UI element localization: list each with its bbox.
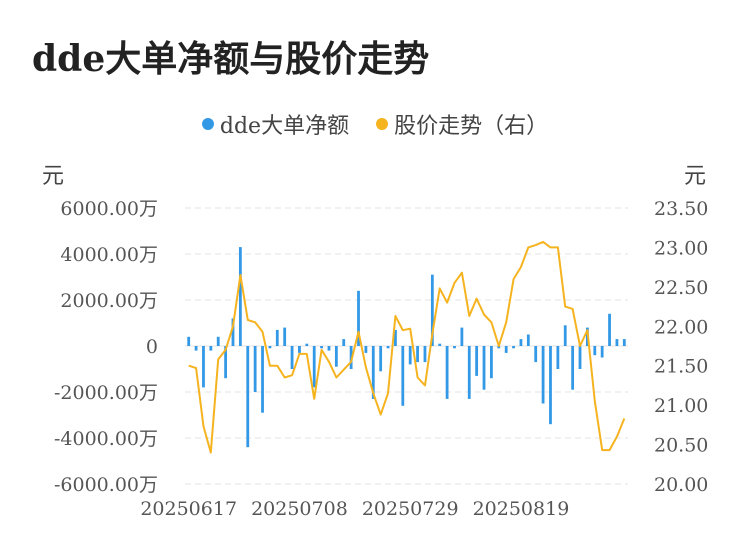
dde-bar — [187, 336, 191, 346]
x-axis: 20250617 20250708 20250729 20250819 — [140, 498, 569, 520]
left-tick-label: -2000.00万 — [54, 382, 158, 404]
dde-bar — [231, 318, 235, 346]
dde-bar — [320, 346, 323, 349]
dde-bar — [541, 346, 545, 404]
dde-bar — [526, 334, 530, 346]
legend-label-dde: dde大单净额 — [219, 114, 350, 139]
left-tick-label: -4000.00万 — [54, 428, 158, 450]
legend-item-dde[interactable]: dde大单净额 — [201, 108, 350, 140]
dde-bar — [349, 346, 353, 369]
dde-bar — [519, 339, 523, 346]
legend-marker-dde — [201, 118, 214, 130]
left-axis: 6000.00万 4000.00万 2000.00万 0 -2000.00万 -4000.… — [54, 198, 158, 496]
left-tick-label: 4000.00万 — [60, 244, 158, 266]
dde-bar — [490, 346, 493, 379]
legend-label-price: 股价走势（右） — [394, 114, 549, 139]
dde-bar — [238, 247, 242, 346]
dde-bar — [534, 346, 538, 363]
price-line-group — [188, 240, 626, 454]
legend-marker-price — [376, 118, 389, 130]
chart-title: dde大单净额与股价走势 — [32, 38, 430, 80]
x-tick-label: 20250729 — [362, 498, 459, 520]
dde-bar — [268, 346, 272, 349]
price-line — [188, 240, 626, 454]
dde-bar — [445, 346, 449, 399]
dde-bar — [430, 274, 434, 346]
dde-bar — [364, 346, 368, 353]
dde-bar — [438, 343, 442, 346]
dde-bar — [482, 346, 486, 390]
right-tick-label: 22.50 — [654, 277, 708, 299]
dde-bar — [216, 336, 220, 346]
right-axis: 23.50 23.00 22.50 22.00 21.50 21.00 20.50 20.00 — [654, 198, 708, 496]
left-tick-label: 6000.00万 — [60, 198, 158, 220]
dde-bar — [371, 346, 375, 399]
dde-bar — [275, 329, 279, 346]
dde-bar — [578, 346, 582, 369]
dde-bar — [504, 346, 508, 353]
left-tick-label: -6000.00万 — [54, 474, 158, 496]
right-tick-label: 23.00 — [654, 237, 708, 259]
right-axis-unit: 元 — [684, 164, 707, 189]
dde-bar — [327, 346, 331, 351]
dde-bar — [253, 346, 257, 392]
grid-lines — [185, 207, 628, 485]
dde-bar — [298, 346, 301, 353]
x-tick-label: 20250617 — [140, 498, 237, 520]
dde-bar — [512, 346, 515, 349]
dde-bar — [202, 346, 205, 388]
dde-bar — [312, 346, 316, 388]
dde-bar — [615, 339, 619, 346]
dde-bar — [334, 346, 338, 367]
dde-bar — [475, 346, 479, 376]
right-tick-label: 20.50 — [654, 435, 708, 457]
dde-bar — [261, 346, 264, 413]
legend-item-price[interactable]: 股价走势（右） — [376, 108, 548, 140]
dde-bar — [305, 343, 309, 346]
dde-bar — [283, 327, 287, 346]
dde-bar — [453, 346, 456, 349]
right-tick-label: 20.00 — [654, 474, 708, 496]
dde-bar — [401, 346, 405, 406]
left-tick-label: 2000.00万 — [60, 290, 158, 312]
dde-bars — [187, 247, 626, 448]
dde-bar — [209, 346, 213, 351]
dde-bar — [556, 346, 560, 369]
x-tick-label: 20250819 — [473, 498, 570, 520]
dde-bar — [408, 346, 412, 365]
dde-bar — [394, 329, 397, 346]
left-axis-unit: 元 — [42, 164, 65, 189]
x-tick-label: 20250708 — [251, 498, 348, 520]
dde-bar — [563, 325, 567, 346]
dde-bar — [467, 346, 471, 399]
right-tick-label: 21.00 — [654, 395, 708, 417]
dde-bar — [423, 346, 427, 363]
dde-bar — [194, 346, 198, 351]
right-tick-label: 21.50 — [654, 356, 708, 378]
legend: dde大单净额 股价走势（右） — [0, 108, 750, 140]
dde-bar — [571, 346, 575, 390]
right-tick-label: 22.00 — [654, 316, 708, 338]
dde-bar — [549, 346, 552, 425]
dde-bar — [608, 313, 611, 346]
dde-bar — [460, 327, 464, 346]
dde-bar — [342, 339, 346, 346]
dde-bar — [290, 346, 294, 369]
dde-bar — [357, 290, 360, 346]
right-tick-label: 23.50 — [654, 198, 708, 220]
dde-bar — [416, 346, 419, 363]
dde-bar — [622, 339, 626, 346]
dde-bar — [497, 346, 501, 349]
dde-bar — [224, 346, 228, 379]
dde-bar — [593, 346, 597, 356]
left-tick-label: 0 — [146, 336, 158, 358]
dde-bar — [379, 346, 383, 372]
dde-bar — [386, 346, 390, 349]
dde-bar — [600, 346, 604, 358]
dde-bar — [246, 346, 250, 448]
